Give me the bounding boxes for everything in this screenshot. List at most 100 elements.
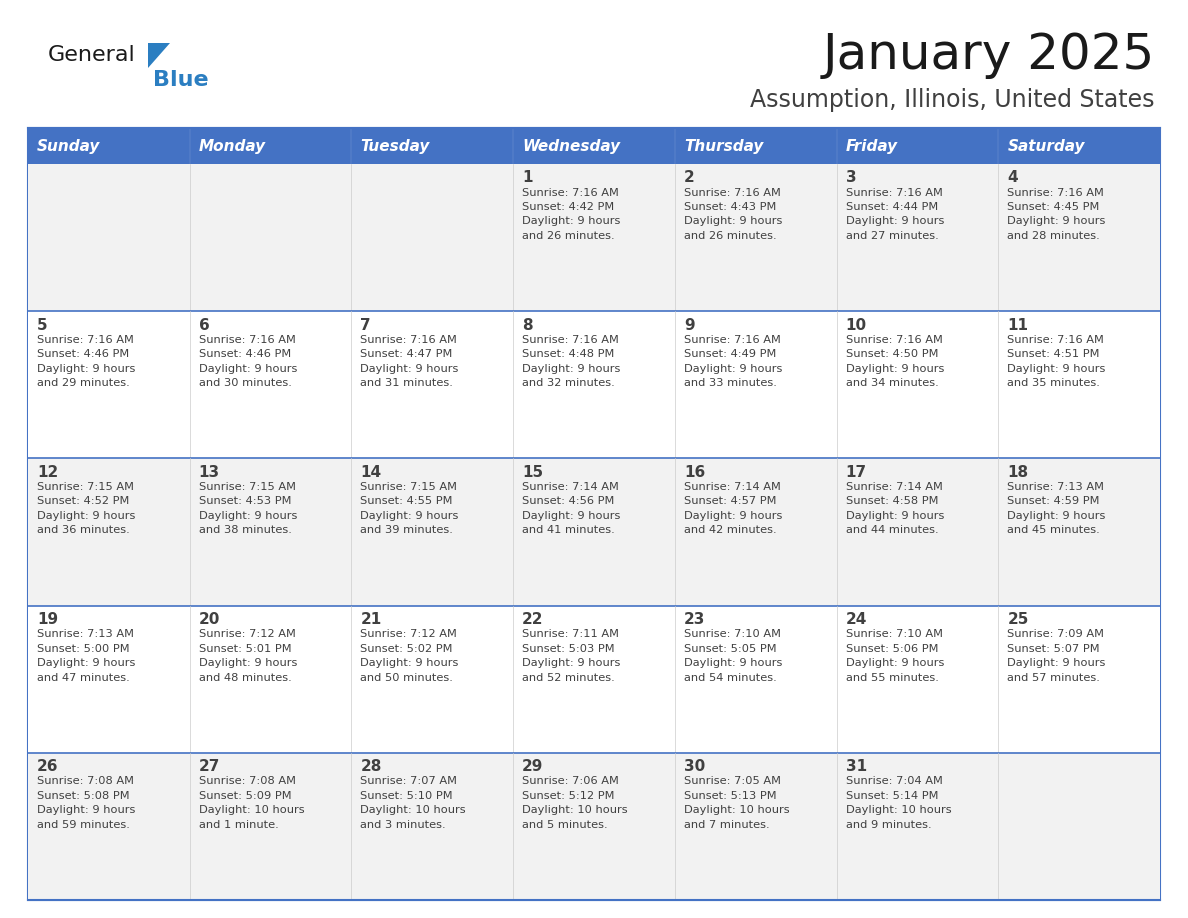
Text: 19: 19 bbox=[37, 612, 58, 627]
Text: 30: 30 bbox=[684, 759, 706, 774]
Text: Sunrise: 7:15 AM: Sunrise: 7:15 AM bbox=[360, 482, 457, 492]
Text: Sunset: 4:55 PM: Sunset: 4:55 PM bbox=[360, 497, 453, 507]
Polygon shape bbox=[148, 43, 170, 68]
Text: Sunrise: 7:10 AM: Sunrise: 7:10 AM bbox=[684, 629, 781, 639]
Text: Sunset: 5:05 PM: Sunset: 5:05 PM bbox=[684, 644, 777, 654]
Text: Daylight: 9 hours: Daylight: 9 hours bbox=[846, 511, 944, 521]
Text: 7: 7 bbox=[360, 318, 371, 332]
Bar bbox=[29, 458, 1159, 606]
Text: 17: 17 bbox=[846, 465, 867, 480]
Text: Sunrise: 7:14 AM: Sunrise: 7:14 AM bbox=[846, 482, 942, 492]
Text: Sunrise: 7:10 AM: Sunrise: 7:10 AM bbox=[846, 629, 942, 639]
Text: Sunset: 5:12 PM: Sunset: 5:12 PM bbox=[523, 790, 614, 800]
Text: Sunrise: 7:11 AM: Sunrise: 7:11 AM bbox=[523, 629, 619, 639]
Text: Sunrise: 7:14 AM: Sunrise: 7:14 AM bbox=[523, 482, 619, 492]
Text: and 31 minutes.: and 31 minutes. bbox=[360, 378, 454, 388]
Text: Daylight: 9 hours: Daylight: 9 hours bbox=[846, 364, 944, 374]
Text: Sunset: 5:10 PM: Sunset: 5:10 PM bbox=[360, 790, 453, 800]
Text: Sunset: 4:46 PM: Sunset: 4:46 PM bbox=[37, 349, 129, 359]
Text: Sunrise: 7:16 AM: Sunrise: 7:16 AM bbox=[198, 335, 296, 344]
Text: Sunset: 5:13 PM: Sunset: 5:13 PM bbox=[684, 790, 777, 800]
Bar bbox=[998, 128, 1159, 164]
Text: Sunset: 5:03 PM: Sunset: 5:03 PM bbox=[523, 644, 614, 654]
Text: 16: 16 bbox=[684, 465, 706, 480]
Text: Sunrise: 7:13 AM: Sunrise: 7:13 AM bbox=[1007, 482, 1105, 492]
Text: Daylight: 9 hours: Daylight: 9 hours bbox=[1007, 364, 1106, 374]
Text: and 44 minutes.: and 44 minutes. bbox=[846, 525, 939, 535]
Text: Daylight: 10 hours: Daylight: 10 hours bbox=[523, 805, 627, 815]
Text: and 45 minutes.: and 45 minutes. bbox=[1007, 525, 1100, 535]
Text: Sunset: 4:53 PM: Sunset: 4:53 PM bbox=[198, 497, 291, 507]
Text: Sunrise: 7:16 AM: Sunrise: 7:16 AM bbox=[846, 335, 942, 344]
Text: Sunset: 5:09 PM: Sunset: 5:09 PM bbox=[198, 790, 291, 800]
Text: Daylight: 9 hours: Daylight: 9 hours bbox=[198, 364, 297, 374]
Text: Monday: Monday bbox=[198, 139, 266, 153]
Text: 24: 24 bbox=[846, 612, 867, 627]
Text: Daylight: 9 hours: Daylight: 9 hours bbox=[360, 511, 459, 521]
Text: Friday: Friday bbox=[846, 139, 898, 153]
Text: and 36 minutes.: and 36 minutes. bbox=[37, 525, 129, 535]
Text: and 39 minutes.: and 39 minutes. bbox=[360, 525, 454, 535]
Text: Sunset: 5:06 PM: Sunset: 5:06 PM bbox=[846, 644, 939, 654]
Text: Sunset: 4:59 PM: Sunset: 4:59 PM bbox=[1007, 497, 1100, 507]
Text: 8: 8 bbox=[523, 318, 532, 332]
Text: Sunrise: 7:09 AM: Sunrise: 7:09 AM bbox=[1007, 629, 1105, 639]
Text: Sunset: 5:02 PM: Sunset: 5:02 PM bbox=[360, 644, 453, 654]
Text: Sunset: 4:58 PM: Sunset: 4:58 PM bbox=[846, 497, 939, 507]
Text: Daylight: 9 hours: Daylight: 9 hours bbox=[523, 364, 620, 374]
Text: Sunset: 5:14 PM: Sunset: 5:14 PM bbox=[846, 790, 939, 800]
Text: Sunset: 5:07 PM: Sunset: 5:07 PM bbox=[1007, 644, 1100, 654]
Text: Sunrise: 7:16 AM: Sunrise: 7:16 AM bbox=[360, 335, 457, 344]
Text: 27: 27 bbox=[198, 759, 220, 774]
Text: Sunset: 4:57 PM: Sunset: 4:57 PM bbox=[684, 497, 776, 507]
Text: and 26 minutes.: and 26 minutes. bbox=[684, 231, 777, 241]
Text: Sunset: 4:51 PM: Sunset: 4:51 PM bbox=[1007, 349, 1100, 359]
Text: Daylight: 10 hours: Daylight: 10 hours bbox=[360, 805, 466, 815]
Text: 6: 6 bbox=[198, 318, 209, 332]
Text: and 1 minute.: and 1 minute. bbox=[198, 820, 278, 830]
Text: Daylight: 9 hours: Daylight: 9 hours bbox=[37, 364, 135, 374]
Text: Sunrise: 7:12 AM: Sunrise: 7:12 AM bbox=[360, 629, 457, 639]
Text: Sunrise: 7:16 AM: Sunrise: 7:16 AM bbox=[846, 187, 942, 197]
Text: Sunrise: 7:12 AM: Sunrise: 7:12 AM bbox=[198, 629, 296, 639]
Text: Sunset: 4:52 PM: Sunset: 4:52 PM bbox=[37, 497, 129, 507]
Text: Sunrise: 7:16 AM: Sunrise: 7:16 AM bbox=[523, 335, 619, 344]
Text: Sunrise: 7:06 AM: Sunrise: 7:06 AM bbox=[523, 777, 619, 787]
Text: Sunrise: 7:15 AM: Sunrise: 7:15 AM bbox=[37, 482, 134, 492]
Text: Sunrise: 7:16 AM: Sunrise: 7:16 AM bbox=[684, 187, 781, 197]
Text: Sunrise: 7:16 AM: Sunrise: 7:16 AM bbox=[37, 335, 134, 344]
Bar bbox=[29, 753, 1159, 900]
Text: Daylight: 9 hours: Daylight: 9 hours bbox=[37, 658, 135, 668]
Bar bbox=[29, 606, 1159, 753]
Text: and 52 minutes.: and 52 minutes. bbox=[523, 673, 615, 683]
Text: 2: 2 bbox=[684, 171, 695, 185]
Text: 4: 4 bbox=[1007, 171, 1018, 185]
Text: Sunset: 4:44 PM: Sunset: 4:44 PM bbox=[846, 202, 937, 212]
Text: and 29 minutes.: and 29 minutes. bbox=[37, 378, 129, 388]
Text: and 38 minutes.: and 38 minutes. bbox=[198, 525, 291, 535]
Text: Sunrise: 7:08 AM: Sunrise: 7:08 AM bbox=[198, 777, 296, 787]
Text: and 48 minutes.: and 48 minutes. bbox=[198, 673, 291, 683]
Text: Daylight: 9 hours: Daylight: 9 hours bbox=[523, 658, 620, 668]
Text: and 35 minutes.: and 35 minutes. bbox=[1007, 378, 1100, 388]
Text: 20: 20 bbox=[198, 612, 220, 627]
Text: Daylight: 9 hours: Daylight: 9 hours bbox=[37, 805, 135, 815]
Text: and 42 minutes.: and 42 minutes. bbox=[684, 525, 777, 535]
Text: Daylight: 9 hours: Daylight: 9 hours bbox=[523, 511, 620, 521]
Text: 14: 14 bbox=[360, 465, 381, 480]
Text: 15: 15 bbox=[523, 465, 543, 480]
Text: 9: 9 bbox=[684, 318, 695, 332]
Text: Sunrise: 7:16 AM: Sunrise: 7:16 AM bbox=[1007, 335, 1104, 344]
Text: Daylight: 9 hours: Daylight: 9 hours bbox=[37, 511, 135, 521]
Text: Sunrise: 7:13 AM: Sunrise: 7:13 AM bbox=[37, 629, 134, 639]
Text: Daylight: 9 hours: Daylight: 9 hours bbox=[684, 511, 782, 521]
Text: and 33 minutes.: and 33 minutes. bbox=[684, 378, 777, 388]
Text: and 55 minutes.: and 55 minutes. bbox=[846, 673, 939, 683]
Text: Sunset: 4:49 PM: Sunset: 4:49 PM bbox=[684, 349, 776, 359]
Text: Thursday: Thursday bbox=[684, 139, 763, 153]
Text: Sunrise: 7:08 AM: Sunrise: 7:08 AM bbox=[37, 777, 134, 787]
Text: 23: 23 bbox=[684, 612, 706, 627]
Text: Sunset: 5:00 PM: Sunset: 5:00 PM bbox=[37, 644, 129, 654]
Text: 1: 1 bbox=[523, 171, 532, 185]
Text: Daylight: 9 hours: Daylight: 9 hours bbox=[846, 658, 944, 668]
